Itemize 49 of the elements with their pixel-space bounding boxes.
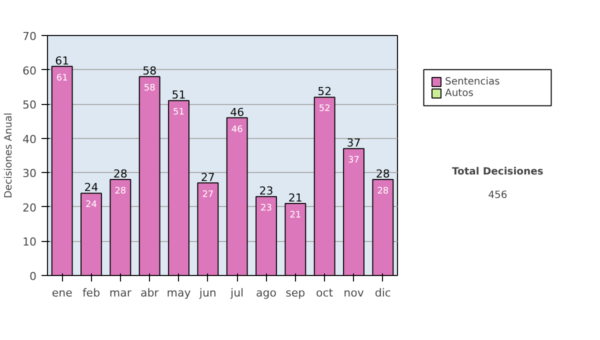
data-label: 24	[86, 200, 98, 210]
legend-label: Sentencias	[445, 76, 500, 88]
x-tick-label: may	[166, 286, 192, 300]
text: 456	[488, 190, 508, 202]
total-label: 58	[142, 64, 157, 78]
total-label: 27	[200, 170, 215, 184]
y-tick-label: 50	[22, 98, 37, 112]
y-tick-label: 60	[22, 64, 37, 78]
x-tick-label: sep	[286, 286, 306, 300]
data-label: 51	[173, 108, 184, 118]
legend-label: Autos	[445, 88, 474, 100]
total-label: 51	[172, 88, 186, 102]
x-tick-label: oct	[316, 286, 334, 300]
text: Total Decisiones	[452, 166, 544, 178]
y-tick-label: 20	[22, 201, 37, 214]
x-tick-label: jul	[230, 286, 244, 300]
x-tick-label: dic	[374, 286, 391, 300]
x-tick-label: jun	[198, 286, 216, 300]
total-label: 37	[346, 136, 361, 150]
total-label: 52	[318, 85, 332, 98]
total-label: 21	[288, 192, 302, 204]
y-axis-title: Decisiones Anual	[4, 112, 15, 198]
x-tick-label: ene	[52, 286, 73, 300]
x-tick-label: ago	[256, 286, 277, 300]
data-label: 37	[348, 156, 360, 166]
y-tick-label: 10	[22, 236, 37, 249]
x-tick-label: feb	[82, 286, 100, 300]
total-label: 28	[113, 168, 128, 180]
data-label: 58	[144, 84, 156, 94]
y-tick-label: 0	[30, 270, 36, 283]
data-label: 23	[260, 204, 272, 214]
total-label: 61	[55, 54, 70, 68]
data-label: 61	[56, 73, 68, 84]
data-label: 46	[231, 124, 244, 135]
data-label: 28	[377, 186, 389, 196]
y-tick-label: 40	[22, 132, 37, 146]
x-tick-label: mar	[109, 286, 132, 300]
data-label: 27	[202, 190, 214, 200]
y-tick-label: 70	[22, 30, 37, 43]
x-tick-label: abr	[140, 286, 160, 300]
total-label: 24	[84, 181, 98, 194]
data-label: 21	[290, 210, 302, 220]
x-tick-label: nov	[344, 286, 364, 300]
total-label: 28	[376, 168, 390, 180]
total-label: 46	[230, 106, 244, 119]
data-label: 52	[318, 104, 330, 114]
y-tick-label: 30	[22, 167, 37, 180]
data-label: 28	[114, 186, 126, 196]
total-label: 23	[259, 184, 274, 198]
